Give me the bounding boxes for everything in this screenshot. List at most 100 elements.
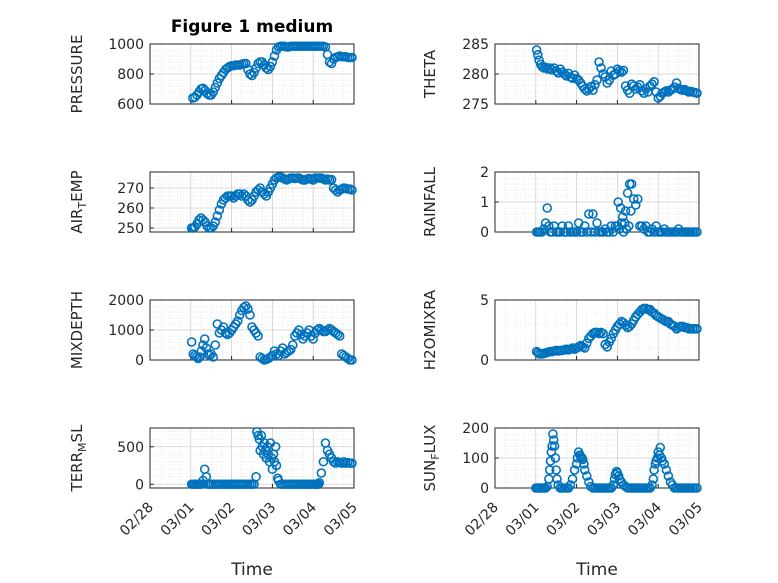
data-point [191, 352, 202, 362]
y-tick-label: 600 [117, 97, 144, 113]
x-axis-label: Time [575, 560, 618, 580]
data-point [671, 78, 682, 88]
data-point [552, 474, 562, 484]
data-point [232, 316, 243, 326]
data-point [567, 474, 578, 484]
y-tick-label: 1000 [108, 37, 144, 53]
data-point [186, 337, 197, 347]
y-axis-label: SUNFLUX [421, 425, 442, 492]
data-point [608, 480, 619, 490]
y-tick-label: 250 [117, 221, 144, 237]
data-point [194, 352, 205, 362]
data-point [533, 49, 543, 60]
data-point [618, 65, 629, 76]
y-tick-label: 500 [117, 440, 144, 456]
data-point [210, 82, 221, 93]
data-point [626, 179, 637, 189]
data-point [285, 344, 296, 355]
data-point [234, 189, 245, 199]
y-tick-label: 100 [462, 451, 489, 467]
data-point [649, 465, 659, 475]
data-point [208, 87, 219, 97]
data-point [212, 211, 223, 221]
data-point [588, 85, 598, 95]
data-series [531, 179, 702, 237]
y-tick-label: 0 [480, 481, 489, 497]
data-point [647, 79, 657, 89]
data-point [265, 61, 276, 72]
subplot-air-temp: 250 260 270 AIRTEMP [68, 170, 357, 237]
data-point [347, 185, 357, 195]
data-point [314, 477, 325, 488]
y-tick-label: 275 [462, 97, 489, 113]
data-point [581, 471, 592, 481]
data-point [579, 221, 590, 231]
data-point [218, 322, 229, 332]
data-series [530, 429, 702, 493]
data-point [647, 480, 657, 490]
data-point [208, 352, 219, 362]
data-point [550, 453, 561, 463]
data-point [199, 334, 210, 344]
y-tick-label: 0 [135, 353, 144, 369]
data-point [661, 465, 672, 475]
data-point [622, 188, 633, 198]
data-point [588, 209, 598, 219]
data-point [649, 77, 659, 87]
data-point [542, 203, 553, 213]
data-point [613, 197, 624, 207]
data-point [604, 227, 615, 237]
y-tick-label: 800 [117, 67, 144, 83]
data-point [540, 483, 551, 493]
data-point [273, 350, 284, 361]
data-point [692, 88, 702, 98]
subplot-pressure: 600 800 1000 PRESSURE Figure 1 medium [68, 17, 357, 113]
data-point [548, 429, 558, 439]
subplot-rainfall: 0 1 2 RAINFALL [421, 165, 702, 241]
y-tick-label: 5 [480, 293, 489, 309]
data-series [188, 41, 357, 103]
data-point [322, 325, 333, 335]
data-point [316, 468, 327, 478]
y-axis-label: TERRMSL [68, 424, 89, 493]
y-tick-label: 0 [480, 353, 489, 369]
data-point [551, 465, 562, 475]
data-point [692, 483, 702, 493]
data-point [577, 454, 588, 465]
data-point [606, 221, 617, 231]
data-point [249, 67, 259, 78]
data-point [579, 465, 590, 475]
data-point [326, 174, 337, 185]
data-series [531, 45, 702, 103]
axes-border [149, 171, 355, 233]
data-point [620, 206, 631, 216]
data-point [606, 333, 617, 344]
data-point [347, 355, 357, 365]
y-axis-label: THETA [421, 49, 439, 99]
data-point [267, 57, 278, 67]
y-tick-label: 2 [480, 165, 489, 181]
data-point [569, 465, 580, 475]
data-point [663, 471, 674, 481]
y-tick-label: 285 [462, 37, 489, 53]
subplot-h2omixra: 0 5 H2OMIXRA [421, 289, 702, 370]
data-point [584, 209, 594, 219]
data-point [548, 435, 559, 445]
data-point [630, 200, 641, 210]
data-point [626, 206, 636, 216]
data-point [347, 52, 357, 63]
data-point [549, 441, 560, 451]
y-axis-label: H2OMIXRA [421, 289, 439, 370]
data-point [251, 471, 261, 482]
y-tick-label: 0 [135, 477, 144, 493]
data-series [186, 301, 357, 365]
data-point [287, 340, 298, 350]
data-point [203, 349, 213, 359]
data-point [624, 221, 634, 231]
subplot-theta: 275 280 285 THETA [421, 37, 702, 113]
data-point [592, 218, 602, 228]
data-point [271, 460, 282, 471]
data-point [555, 227, 566, 237]
data-point [594, 57, 604, 67]
